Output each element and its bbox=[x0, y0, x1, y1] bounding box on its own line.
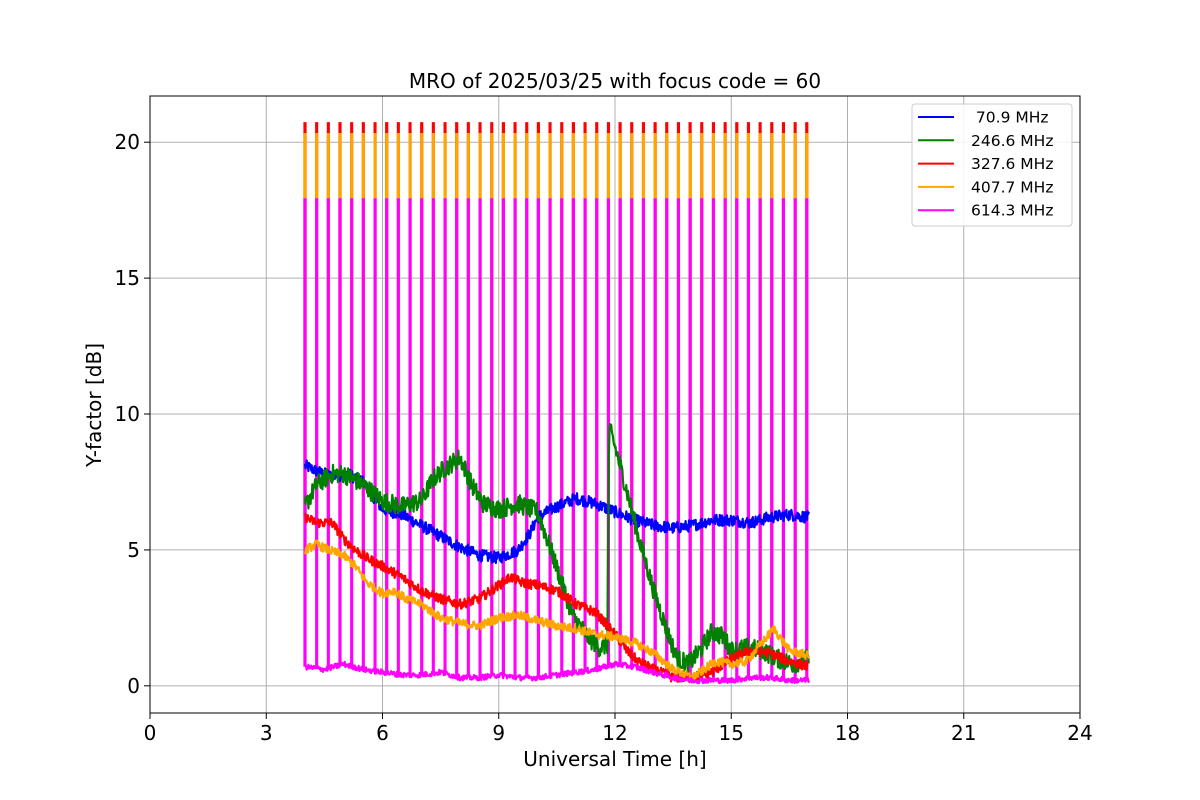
calibration-pulses bbox=[303, 122, 809, 681]
series-line-407-7-mhz bbox=[303, 539, 810, 682]
x-tick-label: 18 bbox=[835, 721, 860, 745]
legend-label-70-9-mhz: 70.9 MHz bbox=[971, 109, 1049, 127]
legend-label-407-7-mhz: 407.7 MHz bbox=[971, 178, 1053, 196]
series-lines bbox=[303, 423, 810, 685]
y-tick-label: 20 bbox=[115, 130, 140, 154]
legend-frame bbox=[911, 103, 1073, 227]
y-tick-label: 0 bbox=[127, 674, 140, 698]
legend-label-246-6-mhz: 246.6 MHz bbox=[971, 132, 1053, 150]
x-axis-label: Universal Time [h] bbox=[523, 747, 706, 771]
y-axis-label: Y-factor [dB] bbox=[82, 343, 106, 468]
pulse-407-7-mhz bbox=[303, 133, 809, 677]
chart-title: MRO of 2025/03/25 with focus code = 60 bbox=[409, 69, 821, 93]
x-tick-label: 3 bbox=[260, 721, 273, 745]
series-line-246-6-mhz bbox=[303, 423, 810, 675]
x-tick-label: 6 bbox=[376, 721, 389, 745]
pulse-614-3-mhz bbox=[303, 198, 809, 681]
x-tick-label: 12 bbox=[602, 721, 627, 745]
x-tick-label: 24 bbox=[1067, 721, 1092, 745]
series-line-614-3-mhz bbox=[304, 660, 810, 685]
legend-label-327-6-mhz: 327.6 MHz bbox=[971, 155, 1053, 173]
legend: 70.9 MHz 246.6 MHz 327.6 MHz 407.7 MHz 614.3… bbox=[911, 103, 1073, 227]
x-tick-label: 15 bbox=[719, 721, 744, 745]
x-tick-label: 21 bbox=[951, 721, 976, 745]
x-tick-label: 0 bbox=[144, 721, 157, 745]
y-tick-label: 15 bbox=[115, 266, 140, 290]
legend-label-614-3-mhz: 614.3 MHz bbox=[971, 202, 1053, 220]
y-tick-label: 5 bbox=[127, 538, 140, 562]
y-tick-label: 10 bbox=[115, 402, 140, 426]
axis-ticks: 0 3 6 9 12 15 18 21 24 0 5 10 15 20 bbox=[115, 130, 1093, 745]
pulse-327-6-mhz bbox=[303, 122, 809, 678]
x-tick-label: 9 bbox=[492, 721, 505, 745]
